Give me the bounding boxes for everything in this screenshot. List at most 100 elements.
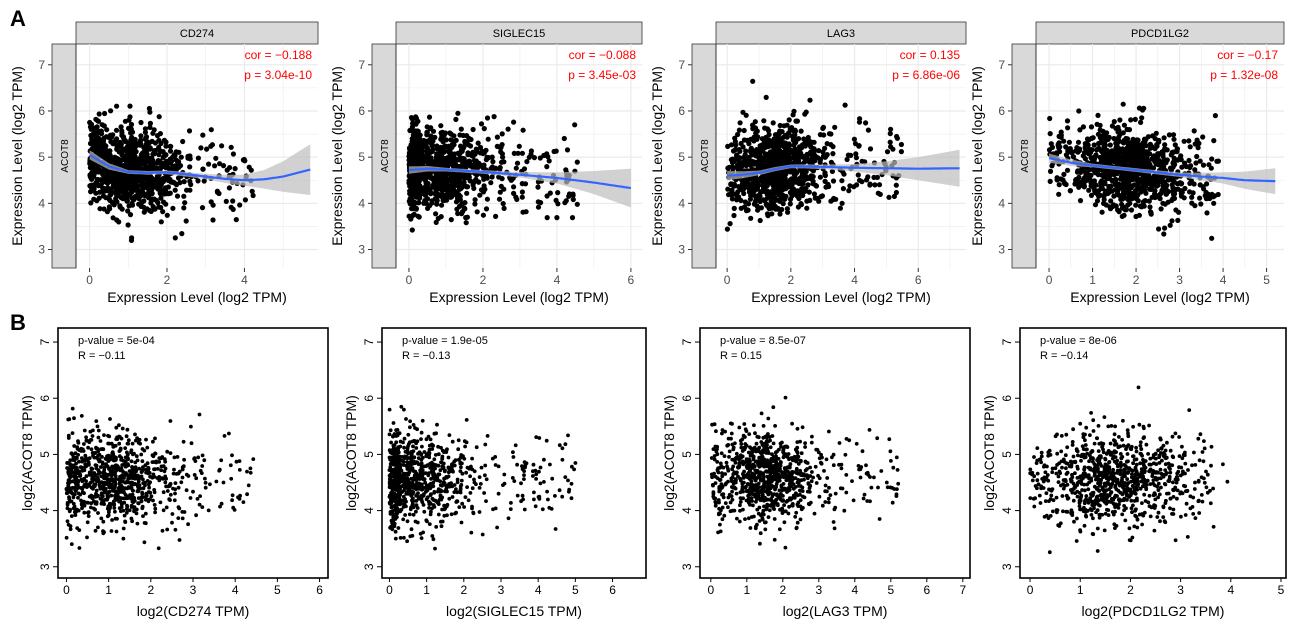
strip-title: PDCD1LG2 [1131, 28, 1189, 40]
data-point [111, 450, 115, 454]
data-point [1089, 136, 1094, 141]
data-point [566, 194, 571, 199]
data-point [457, 151, 462, 156]
data-point [1194, 154, 1199, 159]
y-tick-label: 5 [998, 150, 1005, 164]
data-point [117, 423, 121, 427]
data-point [83, 465, 87, 469]
data-point [474, 164, 479, 169]
x-tick-label: 0 [406, 273, 413, 287]
data-point [1187, 181, 1192, 186]
stat-p: p = 3.04e-10 [244, 68, 312, 82]
data-point [430, 147, 435, 152]
data-point [725, 227, 730, 232]
y-tick-label: 5 [38, 451, 52, 458]
data-point [852, 137, 857, 142]
data-point [741, 181, 746, 186]
data-point [151, 440, 155, 444]
data-point [778, 171, 783, 176]
data-point [96, 511, 100, 515]
data-point [137, 160, 142, 165]
data-point [176, 516, 180, 520]
data-point [565, 147, 570, 152]
data-point [755, 186, 760, 191]
data-point [73, 493, 77, 497]
y-tick-label: 5 [678, 150, 685, 164]
data-point [173, 498, 177, 502]
data-point [76, 496, 80, 500]
data-point [83, 468, 87, 472]
data-point [141, 145, 146, 150]
data-point [245, 492, 249, 496]
data-point [1092, 182, 1097, 187]
data-point [1095, 113, 1100, 118]
data-point [189, 496, 193, 500]
data-point [142, 174, 147, 179]
data-point [1108, 184, 1113, 189]
data-point [86, 520, 90, 524]
data-point [762, 162, 767, 167]
data-point [182, 440, 186, 444]
data-point [1192, 128, 1197, 133]
data-point [124, 481, 128, 485]
data-point [417, 179, 422, 184]
data-point [1089, 124, 1094, 129]
data-point [470, 457, 474, 461]
data-point [492, 114, 497, 119]
data-point [868, 146, 873, 151]
data-point [484, 155, 489, 160]
data-point [812, 158, 817, 163]
data-point [1178, 188, 1183, 193]
data-point [153, 507, 157, 511]
data-point [152, 467, 156, 471]
data-point [82, 442, 86, 446]
data-point [100, 455, 104, 459]
data-point [1141, 140, 1146, 145]
data-point [125, 434, 129, 438]
data-point [791, 176, 796, 181]
x-tick-label: 4 [851, 273, 858, 287]
data-point [218, 505, 222, 509]
data-point [163, 460, 167, 464]
data-point [509, 178, 514, 183]
data-point [1049, 141, 1054, 146]
data-point [67, 469, 71, 473]
data-point [796, 204, 801, 209]
data-point [791, 189, 796, 194]
data-point [184, 218, 189, 223]
data-point [115, 468, 119, 472]
data-point [521, 128, 526, 133]
data-point [1139, 204, 1144, 209]
data-point [182, 200, 187, 205]
data-point [511, 184, 516, 189]
data-point [554, 215, 559, 220]
data-point [443, 193, 448, 198]
data-point [91, 429, 95, 433]
x-tick-label: 3 [190, 583, 197, 597]
data-point [1168, 223, 1173, 228]
data-point [454, 158, 459, 163]
data-point [725, 166, 730, 171]
data-point [130, 504, 134, 508]
data-point [462, 180, 467, 185]
data-point [68, 509, 72, 513]
data-point [130, 162, 135, 167]
data-point [100, 495, 104, 499]
data-point [144, 463, 148, 467]
data-point [79, 478, 83, 482]
data-point [1133, 117, 1138, 122]
data-point [149, 198, 154, 203]
data-point [751, 192, 756, 197]
data-point [193, 456, 197, 460]
x-tick-label: 0 [1046, 273, 1053, 287]
data-point [1196, 141, 1201, 146]
data-point [66, 506, 70, 510]
data-point [780, 140, 785, 145]
data-point [118, 188, 123, 193]
data-point [1047, 147, 1052, 152]
data-point [127, 140, 132, 145]
data-point [231, 493, 235, 497]
data-point [74, 475, 78, 479]
data-point [74, 513, 78, 517]
data-point [406, 433, 410, 437]
